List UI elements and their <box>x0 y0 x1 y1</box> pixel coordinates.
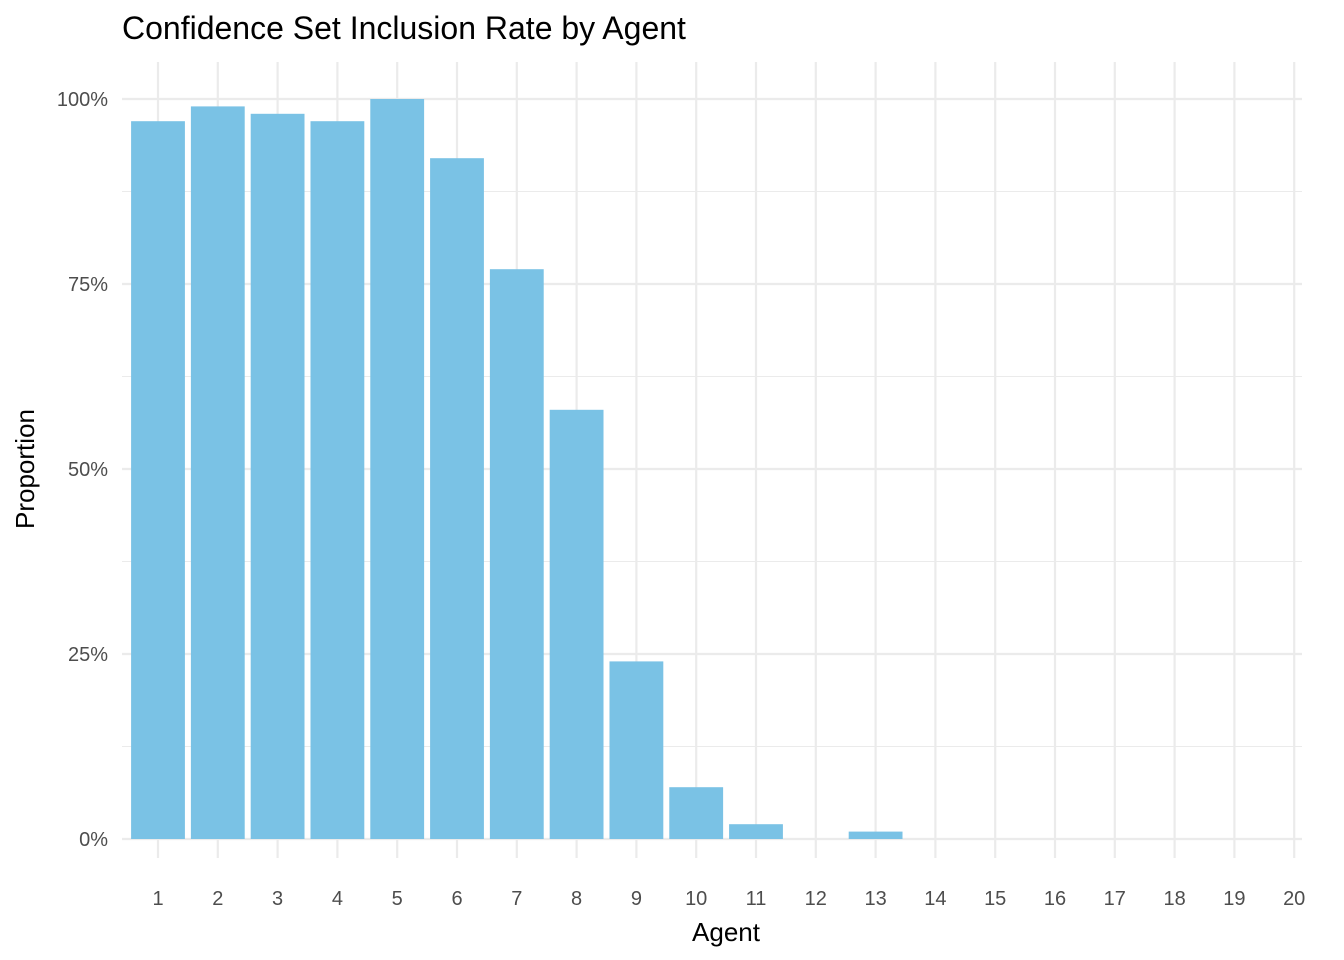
x-tick-label: 4 <box>332 888 343 910</box>
x-tick-label: 6 <box>451 888 462 910</box>
bar-agent-10 <box>669 787 724 839</box>
bar-agent-3 <box>250 113 305 840</box>
x-axis-title: Agent <box>692 917 761 947</box>
x-tick-label: 20 <box>1283 888 1305 910</box>
bar-agent-1 <box>131 121 185 839</box>
x-tick-label: 8 <box>571 888 582 910</box>
x-tick-label: 13 <box>864 888 886 910</box>
bar-agent-4 <box>310 121 365 839</box>
bar-agent-5 <box>370 99 425 839</box>
y-tick-label: 50% <box>68 459 108 481</box>
x-tick-label: 19 <box>1223 888 1245 910</box>
bar-agent-9 <box>609 661 664 839</box>
x-tick-label: 14 <box>924 888 946 910</box>
x-tick-label: 12 <box>805 888 827 910</box>
y-tick-label: 0% <box>79 829 108 851</box>
x-tick-label: 15 <box>984 888 1006 910</box>
x-tick-labels: 1 2 3 4 5 6 7 8 9 10 11 12 13 14 15 16 17 18 19 20 <box>152 888 1305 910</box>
bar-agent-13 <box>848 831 903 839</box>
bar-agent-7 <box>489 269 544 839</box>
x-tick-label: 9 <box>631 888 642 910</box>
x-tick-label: 11 <box>746 888 767 910</box>
y-tick-label: 75% <box>68 274 108 296</box>
x-tick-label: 17 <box>1104 888 1126 910</box>
x-tick-label: 18 <box>1163 888 1185 910</box>
x-tick-label: 10 <box>685 888 707 910</box>
x-tick-label: 1 <box>152 888 163 910</box>
bar-agent-8 <box>549 409 604 839</box>
bar-agent-2 <box>190 106 245 839</box>
y-tick-label: 100% <box>57 89 108 111</box>
bar-agent-6 <box>430 158 484 839</box>
x-tick-label: 16 <box>1044 888 1066 910</box>
y-tick-label: 25% <box>68 644 108 666</box>
x-tick-label: 2 <box>212 888 223 910</box>
y-tick-labels: 0% 25% 50% 75% 100% <box>57 89 108 851</box>
bar-agent-11 <box>729 824 783 839</box>
x-tick-label: 7 <box>511 888 522 910</box>
chart-title: Confidence Set Inclusion Rate by Agent <box>122 10 686 46</box>
x-tick-label: 5 <box>392 888 403 910</box>
x-tick-label: 3 <box>272 888 283 910</box>
y-axis-title: Proportion <box>10 409 40 529</box>
bars <box>131 99 903 840</box>
